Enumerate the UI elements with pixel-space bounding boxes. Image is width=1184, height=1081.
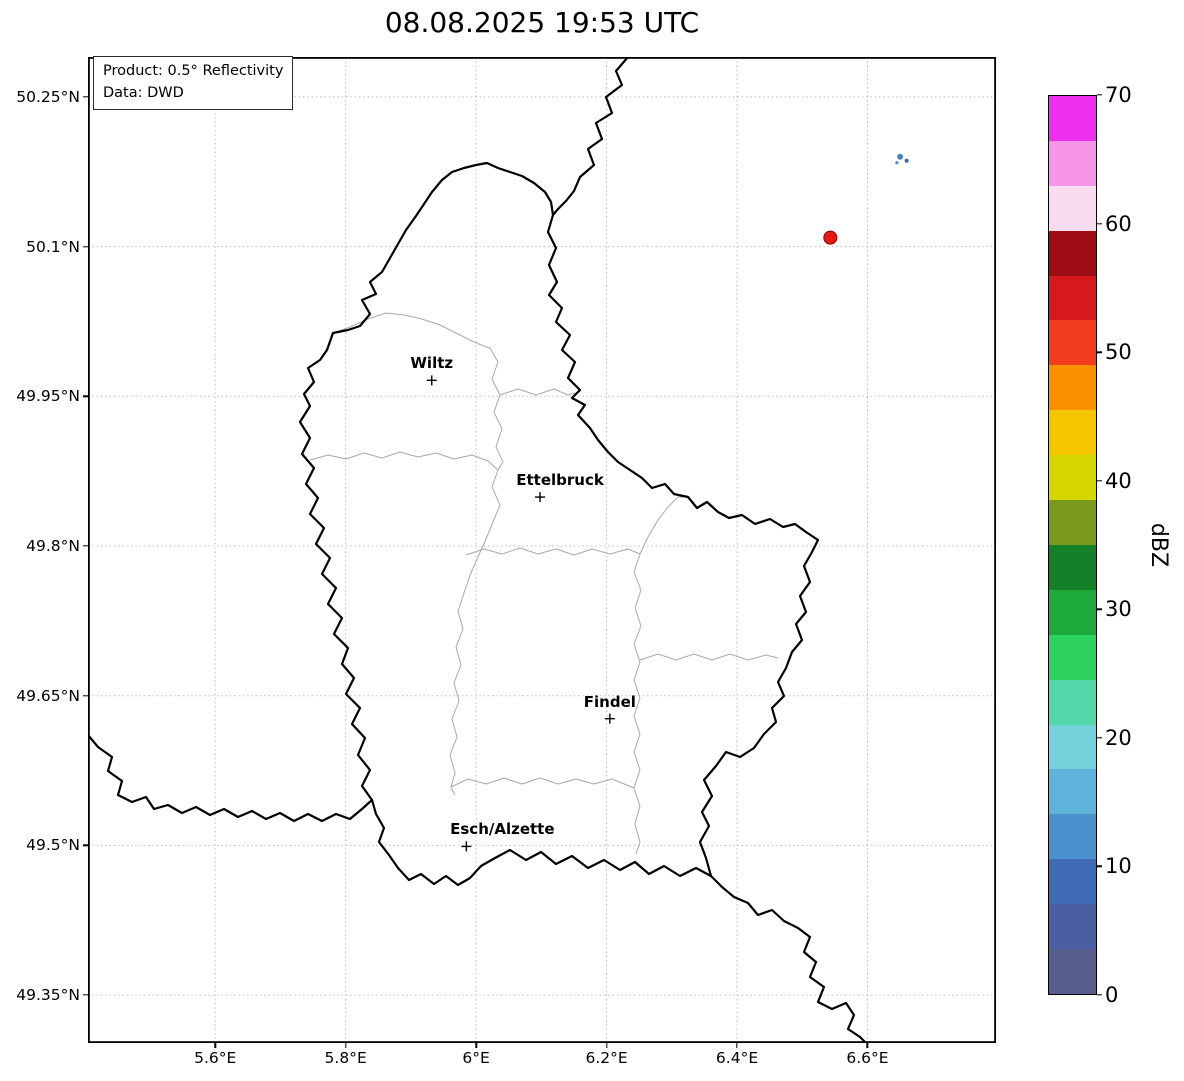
- plot-frame: [88, 57, 996, 1043]
- colorbar-segment: [1049, 95, 1096, 141]
- lon-tick-label: 6.2°E: [585, 1049, 628, 1067]
- colorbar-segment: [1049, 455, 1096, 501]
- y-tick-mark: [83, 695, 88, 697]
- lat-tick-label: 49.8°N: [26, 537, 80, 555]
- colorbar-tick-label: 70: [1105, 83, 1132, 107]
- lat-tick-label: 49.35°N: [16, 986, 80, 1005]
- colorbar-tick-label: 40: [1105, 468, 1132, 493]
- colorbar-segment: [1049, 185, 1096, 231]
- longitude-axis: 5.6°E 5.8°E 6°E 6.2°E 6.4°E 6.6°E: [0, 1049, 1184, 1071]
- colorbar-tick-mark: [1097, 94, 1102, 96]
- lat-tick-label: 50.1°N: [26, 237, 80, 256]
- colorbar-tick-label: 10: [1105, 854, 1132, 879]
- germany-border-north: [551, 57, 630, 217]
- x-tick-mark: [866, 1043, 869, 1048]
- colorbar-segment: [1049, 859, 1096, 905]
- grid-lines: [88, 57, 996, 1043]
- colorbar-segment: [1049, 634, 1096, 680]
- luxembourg-radar-map: [88, 57, 996, 1043]
- colorbar-tick-mark: [1097, 222, 1102, 225]
- lat-tick-label: 49.5°N: [26, 836, 80, 855]
- colorbar-segment: [1049, 904, 1096, 950]
- colorbar-segment: [1049, 320, 1096, 366]
- lon-tick-label: 6.6°E: [846, 1049, 889, 1067]
- city-markers: [426, 375, 615, 852]
- luxembourg-border: [298, 161, 820, 887]
- lon-tick-label: 6.4°E: [715, 1049, 759, 1067]
- colorbar-tick-mark: [1097, 480, 1102, 482]
- belgium-france-border: [88, 733, 374, 823]
- lat-tick-label: 49.65°N: [16, 686, 80, 705]
- y-tick-mark: [83, 994, 88, 996]
- colorbar-tick-mark: [1097, 351, 1102, 353]
- colorbar-segment: [1049, 500, 1096, 545]
- x-tick-mark: [214, 1043, 216, 1048]
- page-title: 08.08.2025 19:53 UTC: [384, 6, 700, 39]
- lon-tick-label: 5.6°E: [194, 1049, 237, 1067]
- latitude-axis: 50.25°N 50.1°N 49.95°N 49.8°N 49.65°N 49.5°N 4…: [0, 0, 80, 1081]
- country-borders: [88, 57, 868, 1043]
- city-marker: [535, 492, 546, 503]
- colorbar-tick-mark: [1097, 865, 1102, 868]
- colorbar-segment: [1049, 410, 1096, 456]
- y-tick-mark: [83, 844, 88, 847]
- france-germany-border: [709, 874, 868, 1043]
- colorbar-segment: [1049, 814, 1096, 860]
- city-marker: [426, 375, 437, 386]
- colorbar-tick-label: 60: [1105, 211, 1132, 236]
- colorbar-tick-label: 0: [1105, 983, 1119, 1007]
- radar-echoes: [823, 153, 909, 245]
- colorbar-tick-mark: [1097, 994, 1102, 996]
- colorbar-segment: [1049, 679, 1096, 725]
- product-line: Product: 0.5° Reflectivity: [103, 63, 284, 79]
- canton-borders: [309, 312, 779, 855]
- lat-tick-label: 50.25°N: [16, 87, 80, 106]
- colorbar-segment: [1049, 275, 1096, 321]
- y-tick-mark: [83, 545, 88, 547]
- city-marker: [461, 841, 472, 852]
- y-tick-mark: [83, 96, 88, 98]
- lon-tick-label: 6°E: [462, 1049, 490, 1067]
- x-tick-mark: [344, 1043, 347, 1048]
- y-tick-mark: [83, 245, 88, 248]
- colorbar-tick-label: 20: [1105, 725, 1132, 750]
- lat-tick-label: 49.95°N: [16, 387, 80, 406]
- precipitation-echo: [823, 230, 838, 245]
- map-plot-area: Product: 0.5° Reflectivity Data: DWD Wil…: [88, 56, 996, 1043]
- colorbar-segment: [1049, 949, 1096, 994]
- colorbar-tick-mark: [1097, 737, 1102, 739]
- colorbar-segment: [1049, 544, 1096, 590]
- data-source-line: Data: DWD: [103, 84, 184, 101]
- precipitation-echo: [897, 153, 904, 160]
- colorbar-segment: [1049, 140, 1096, 186]
- colorbar-segment: [1049, 769, 1096, 815]
- colorbar-segment: [1049, 365, 1096, 411]
- colorbar-tick-label: 50: [1105, 340, 1132, 365]
- city-marker: [604, 713, 615, 724]
- precipitation-echo: [904, 158, 909, 163]
- lon-tick-label: 5.8°E: [324, 1049, 367, 1067]
- y-tick-mark: [83, 395, 88, 397]
- precipitation-echo: [895, 161, 899, 165]
- x-tick-mark: [736, 1043, 738, 1048]
- colorbar-segment: [1049, 589, 1096, 635]
- colorbar-segment: [1049, 230, 1096, 276]
- colorbar-segment: [1049, 724, 1096, 770]
- colorbar: [1048, 95, 1097, 995]
- colorbar-tick-label: 30: [1105, 597, 1132, 622]
- colorbar-unit-label: dBZ: [1146, 522, 1171, 568]
- product-info-box: Product: 0.5° Reflectivity Data: DWD: [93, 56, 294, 110]
- x-tick-mark: [475, 1043, 477, 1048]
- colorbar-tick-mark: [1097, 608, 1102, 610]
- x-tick-mark: [605, 1043, 608, 1048]
